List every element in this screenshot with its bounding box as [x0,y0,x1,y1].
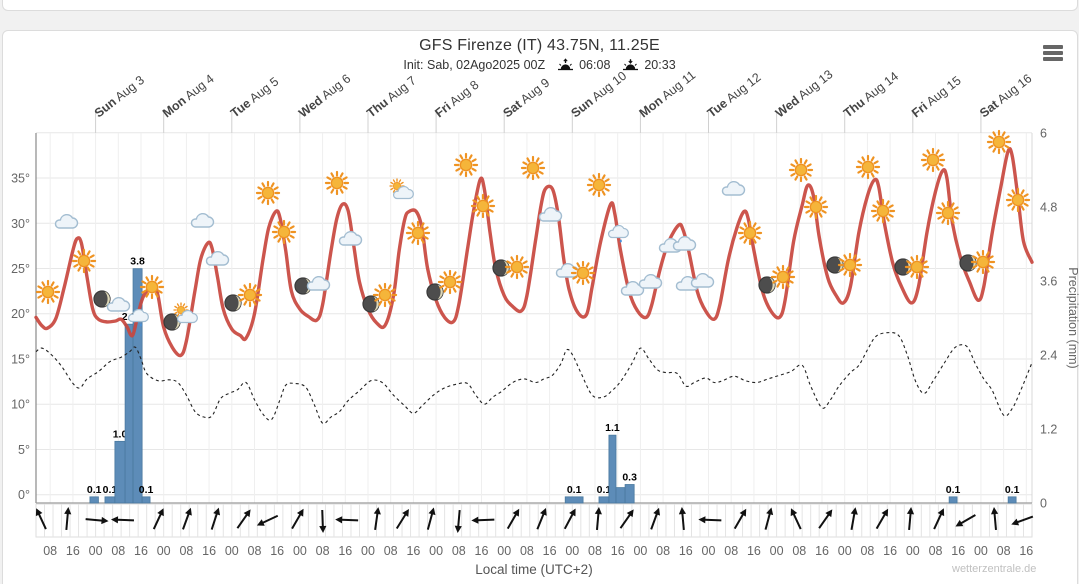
meteogram-card [2,30,1078,584]
previous-card-fragment [2,0,1078,11]
sunset-icon [622,59,638,71]
hamburger-icon [1043,45,1063,49]
init-label: Init: Sab, 02Ago2025 00Z [403,58,546,72]
chart-subtitle: Init: Sab, 02Ago2025 00Z 06:08 20:33 [0,58,1079,72]
watermark: wetterzentrale.de [952,563,1037,575]
chart-context-menu-button[interactable] [1036,38,1070,68]
sunrise-icon [557,58,573,71]
sunset-time: 20:33 [644,58,676,72]
page-title: GFS Firenze (IT) 43.75N, 11.25E [419,37,660,54]
sunrise-time: 06:08 [579,58,611,72]
